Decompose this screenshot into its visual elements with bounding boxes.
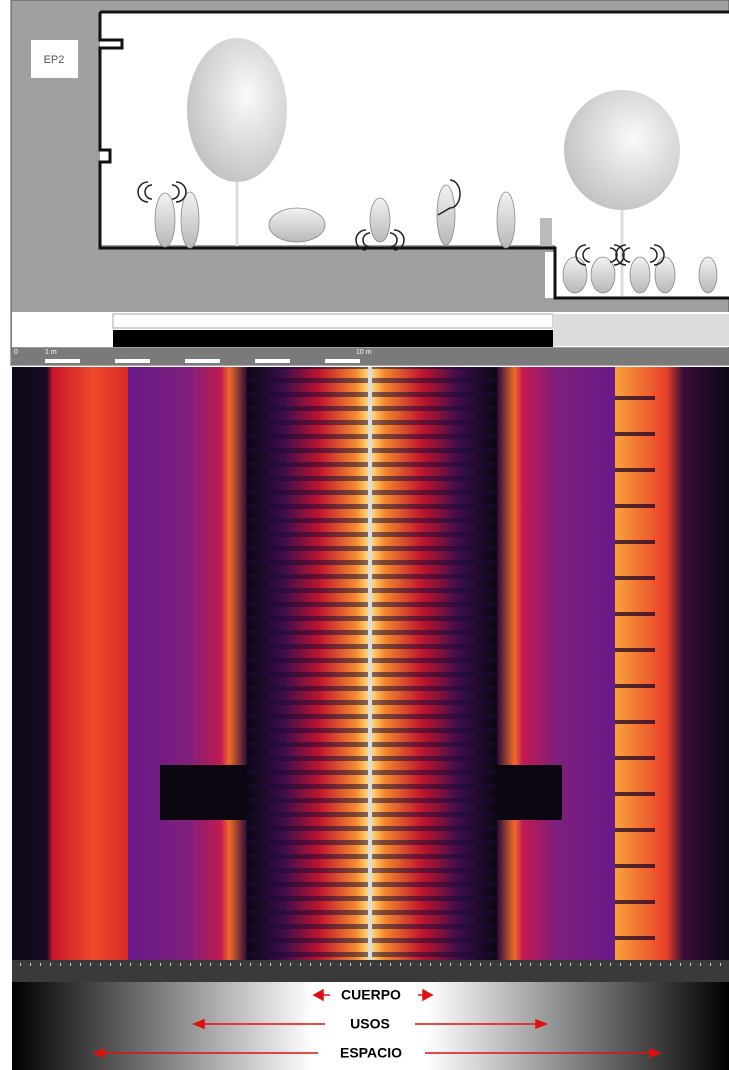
legend-label: CUERPO <box>341 987 401 1003</box>
people <box>154 184 718 294</box>
scale-bar <box>113 330 553 347</box>
tree <box>564 90 680 210</box>
paving <box>112 313 554 329</box>
scale-label: 0 <box>14 349 18 356</box>
scale-label: 1 m <box>45 349 57 356</box>
legend-bar <box>12 982 729 1070</box>
section-line <box>98 12 729 300</box>
tree <box>187 38 287 182</box>
arrows <box>91 988 663 1059</box>
scale-label: 10 m <box>356 349 372 356</box>
legend-label: ESPACIO <box>340 1045 402 1061</box>
paving-right <box>553 314 729 346</box>
bollard <box>540 218 552 246</box>
sound-icons <box>137 179 665 266</box>
ruler-ticks <box>45 359 360 363</box>
tag-box <box>31 40 78 78</box>
legend-label: USOS <box>350 1016 390 1032</box>
tag: EP2 <box>44 54 65 66</box>
spectrograms <box>12 367 729 982</box>
